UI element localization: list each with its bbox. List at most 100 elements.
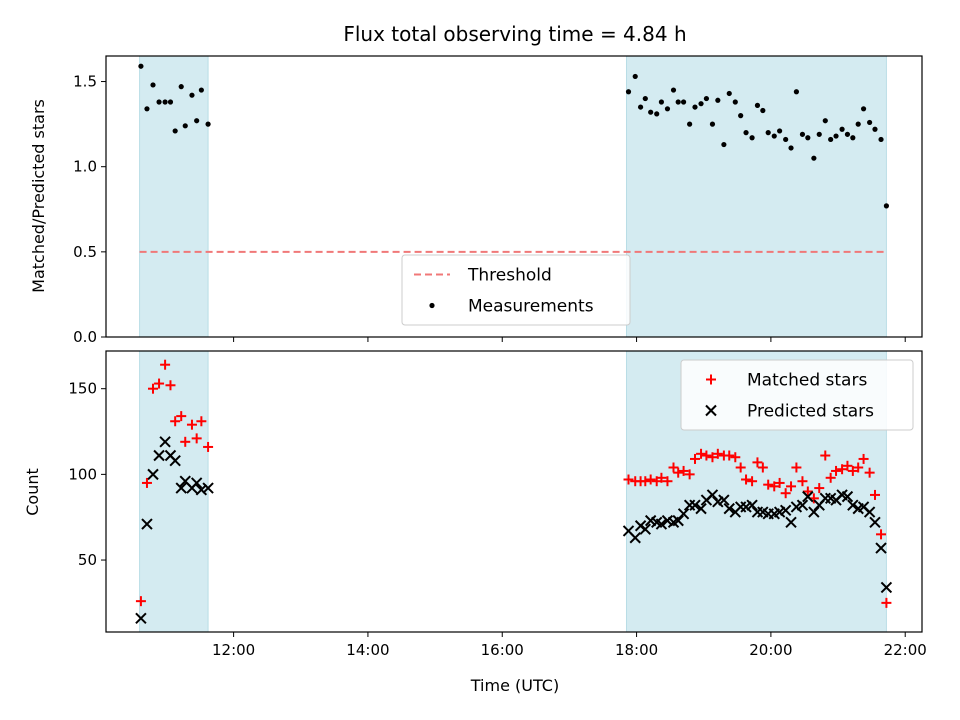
data-point [662,476,673,487]
data-point [640,476,651,487]
data-point [639,523,652,535]
data-point [135,612,147,624]
data-point [799,131,806,137]
data-point [198,87,204,93]
data-point [180,436,191,447]
legend-box [401,254,631,326]
data-point [822,118,828,124]
data-point-b [639,523,652,535]
data-point [692,104,698,110]
data-point [648,109,654,115]
data-point [839,126,845,132]
data-point [169,454,181,467]
data-point [860,106,867,112]
data-point [820,450,831,461]
data-point [746,499,758,511]
data-point [148,383,159,394]
data-point [194,118,200,124]
data-point [749,135,755,141]
data-point [190,477,203,489]
y-tick-label: 0.5 [73,243,97,261]
data-point [629,532,641,544]
data-point [735,462,746,473]
data-point [150,82,156,88]
data-point-b [802,490,814,503]
data-point [724,450,735,461]
data-point [654,111,660,117]
data-point [672,514,684,527]
data-point-b [159,436,171,448]
data-point [808,506,820,518]
data-point [747,476,758,487]
data-point-b [655,518,668,530]
data-point [878,136,884,143]
data-point [701,450,712,461]
data-point [625,89,632,95]
y-tick-label: 100 [68,465,97,483]
data-point [182,123,188,129]
data-point [175,482,187,494]
data-point [632,73,638,80]
data-point [842,460,853,471]
data-point [167,99,174,105]
data-point [191,433,202,444]
data-point [687,121,693,127]
observing-window-1 [139,55,209,338]
data-point-b [644,514,657,527]
data-point [707,452,718,463]
data-point [765,130,771,136]
data-point [805,135,811,141]
data-point [780,488,791,499]
data-point [760,107,766,114]
x-tick-label: 18:00 [615,641,658,659]
data-point [138,63,144,69]
data-point-b [857,501,870,513]
data-point [656,472,667,483]
data-point-b [880,581,893,594]
data-point [677,508,690,520]
data-point [875,542,887,554]
top-y-axis: 0.0 0.5 1.0 1.5 [73,73,106,346]
data-point [678,465,689,476]
data-point [788,145,794,151]
bottom-y-axis-label: Count [23,468,42,516]
x-tick-label: 20:00 [749,641,792,659]
data-point [723,502,735,515]
data-point-b [651,516,663,529]
data-point [743,130,749,136]
data-point [855,121,861,127]
data-point [769,481,780,492]
data-point-b [779,504,792,517]
data-point [811,155,817,161]
data-point [869,489,880,500]
data-point-b [796,499,809,511]
data-point [833,133,839,139]
count-points [135,359,893,624]
chart-title: Flux total observing time = 4.84 h [343,22,686,46]
legend-swatch [705,404,717,417]
data-point-b [153,449,165,462]
y-tick-label: 1.5 [73,73,97,91]
legend-swatch [429,302,435,309]
data-point [623,474,634,485]
data-point-b [169,454,181,467]
data-point-b [629,532,641,544]
data-point [793,89,800,95]
data-point [881,597,892,608]
top-panel: 0.0 0.5 1.0 1.5 Matched/Predicted stars Thr… [29,55,923,346]
data-point-b [195,484,208,496]
data-point [741,474,752,485]
data-point [738,113,744,119]
data-point [156,99,162,105]
data-point [160,359,171,370]
data-point [783,136,789,143]
data-point [135,596,146,607]
data-point [695,502,707,515]
data-point-b [141,518,153,530]
data-point [664,106,671,112]
data-point [777,128,783,134]
data-point [847,499,859,511]
data-point [779,504,792,517]
data-point-b [836,489,848,501]
